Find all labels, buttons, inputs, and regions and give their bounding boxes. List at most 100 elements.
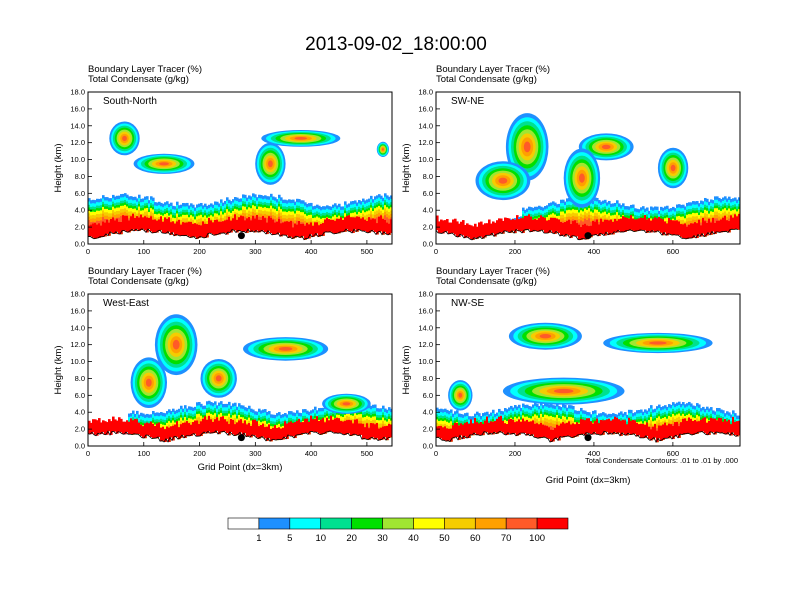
x-tick-label: 0: [434, 449, 438, 458]
x-axis-label-right: Grid Point (dx=3km): [546, 475, 631, 486]
plot-frame: [87, 293, 393, 447]
y-tick-label: 2.0: [75, 223, 85, 232]
plume: [154, 314, 198, 376]
y-tick-label: 16.0: [418, 306, 433, 315]
plume: [261, 130, 341, 147]
tracer-field: [436, 113, 740, 241]
plot-frame: [435, 293, 741, 447]
location-marker: [237, 232, 245, 240]
location-marker: [584, 434, 592, 442]
panel-label: West-East: [103, 298, 149, 309]
plume: [109, 121, 140, 156]
y-tick-label: 14.0: [418, 121, 433, 130]
y-axis-label: Height (km): [53, 345, 64, 394]
tracer-field: [88, 121, 392, 241]
y-tick-label: 6.0: [423, 391, 433, 400]
y-tick-label: 12.0: [70, 340, 85, 349]
colorbar-label: 40: [408, 533, 419, 544]
y-tick-label: 12.0: [418, 340, 433, 349]
y-tick-label: 10.0: [70, 357, 85, 366]
panel-header-condensate: Total Condensate (g/kg): [88, 276, 189, 287]
colorbar-swatch: [258, 517, 291, 530]
y-axis-label: Height (km): [401, 143, 412, 192]
tracer-field: [88, 314, 392, 443]
plume: [578, 133, 634, 161]
panel-south-north: Boundary Layer Tracer (%)Total Condensat…: [53, 64, 393, 256]
y-tick-label: 8.0: [423, 374, 433, 383]
y-tick-label: 0.0: [75, 442, 85, 451]
x-tick-label: 100: [138, 247, 151, 256]
x-tick-label: 300: [249, 247, 262, 256]
plume: [322, 393, 371, 414]
colorbar-swatch: [444, 517, 476, 530]
x-tick-label: 400: [588, 247, 601, 256]
colorbar-swatch: [413, 517, 445, 530]
plume: [200, 359, 237, 398]
y-tick-label: 18.0: [70, 290, 85, 299]
x-tick-label: 500: [361, 247, 374, 256]
colorbar-swatch: [351, 517, 383, 530]
y-tick-label: 8.0: [423, 172, 433, 181]
colorbar-swatch: [227, 517, 260, 530]
x-axis-label-left: Grid Point (dx=3km): [198, 462, 283, 473]
plume: [133, 153, 195, 174]
panel-header-condensate: Total Condensate (g/kg): [436, 276, 537, 287]
x-tick-label: 0: [86, 247, 90, 256]
plume: [657, 147, 689, 189]
colorbar-label: 100: [529, 533, 545, 544]
y-tick-label: 18.0: [418, 88, 433, 97]
colorbar-swatch: [505, 517, 538, 530]
panel-sw-ne: Boundary Layer Tracer (%)Total Condensat…: [401, 64, 741, 256]
y-tick-label: 14.0: [70, 323, 85, 332]
colorbar-swatch: [382, 517, 414, 530]
y-tick-label: 12.0: [70, 138, 85, 147]
x-tick-label: 200: [509, 247, 522, 256]
y-tick-label: 4.0: [75, 206, 85, 215]
x-tick-label: 200: [193, 247, 206, 256]
terrain-line: [436, 430, 739, 444]
y-tick-label: 16.0: [70, 104, 85, 113]
x-tick-label: 500: [361, 449, 374, 458]
x-tick-label: 400: [305, 247, 318, 256]
y-tick-label: 18.0: [418, 290, 433, 299]
x-tick-label: 300: [249, 449, 262, 458]
x-tick-label: 100: [138, 449, 151, 458]
colorbar-swatch: [474, 517, 507, 530]
y-tick-label: 12.0: [418, 138, 433, 147]
colorbar-label: 70: [501, 533, 512, 544]
panel-header-condensate: Total Condensate (g/kg): [88, 74, 189, 85]
colorbar: 1 5 10 20 30 40 50 60 70 100: [227, 517, 569, 544]
plume: [255, 142, 286, 185]
y-tick-label: 14.0: [418, 323, 433, 332]
terrain-line: [88, 228, 391, 241]
y-axis-label: Height (km): [53, 143, 64, 192]
x-tick-label: 200: [193, 449, 206, 458]
y-tick-label: 8.0: [75, 172, 85, 181]
colorbar-label: 5: [287, 533, 292, 544]
y-tick-label: 0.0: [75, 240, 85, 249]
y-tick-label: 10.0: [70, 155, 85, 164]
y-tick-label: 6.0: [75, 189, 85, 198]
x-tick-label: 600: [667, 247, 680, 256]
panels-group: Boundary Layer Tracer (%)Total Condensat…: [53, 64, 741, 458]
location-marker: [584, 232, 592, 240]
plume: [603, 332, 713, 354]
panel-header-tracer: Boundary Layer Tracer (%): [88, 64, 202, 75]
colorbar-label: 50: [439, 533, 450, 544]
y-tick-label: 8.0: [75, 374, 85, 383]
panel-label: SW-NE: [451, 96, 484, 107]
colorbar-swatch: [536, 517, 569, 530]
y-tick-label: 2.0: [423, 425, 433, 434]
plume: [475, 161, 531, 201]
panel-header-tracer: Boundary Layer Tracer (%): [436, 266, 550, 277]
y-tick-label: 16.0: [70, 306, 85, 315]
contour-note: Total Condensate Contours: .01 to .01 by…: [585, 456, 738, 465]
x-tick-label: 0: [86, 449, 90, 458]
y-tick-label: 6.0: [423, 189, 433, 198]
y-tick-label: 6.0: [75, 391, 85, 400]
y-tick-label: 4.0: [423, 206, 433, 215]
plot-frame: [435, 91, 741, 245]
panel-label: NW-SE: [451, 298, 484, 309]
y-tick-label: 14.0: [70, 121, 85, 130]
